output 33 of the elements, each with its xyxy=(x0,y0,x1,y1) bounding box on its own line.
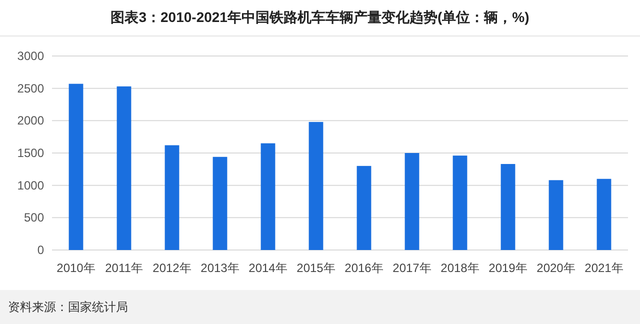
x-tick-label: 2012年 xyxy=(152,261,192,275)
bar xyxy=(260,143,276,250)
x-tick-label: 2021年 xyxy=(584,261,624,275)
bar xyxy=(404,153,420,250)
y-tick-label: 0 xyxy=(37,243,44,257)
bar xyxy=(212,156,228,250)
text: 资料来源：国家统计局 xyxy=(8,300,128,314)
x-tick-label: 2010年 xyxy=(56,261,96,275)
y-tick-label: 1000 xyxy=(17,178,44,192)
bar xyxy=(500,164,516,250)
bar xyxy=(452,156,468,250)
bar xyxy=(116,86,132,250)
y-tick-label: 3000 xyxy=(17,49,44,63)
y-tick-label: 500 xyxy=(24,210,44,225)
x-tick-label: 2016年 xyxy=(344,261,384,275)
x-tick-label: 2013年 xyxy=(200,261,240,275)
bar xyxy=(548,180,564,250)
x-tick-label: 2017年 xyxy=(392,261,432,275)
bar xyxy=(596,178,612,250)
y-tick-label: 1500 xyxy=(17,146,44,160)
bar xyxy=(68,84,84,250)
bar xyxy=(164,145,180,250)
bar xyxy=(308,122,324,250)
x-tick-label: 2014年 xyxy=(248,261,288,275)
bar xyxy=(356,166,372,250)
y-tick-label: 2500 xyxy=(17,81,44,96)
x-tick-label: 2019年 xyxy=(488,261,528,275)
x-tick-label: 2020年 xyxy=(536,261,576,275)
x-tick-label: 2015年 xyxy=(296,261,336,275)
x-tick-label: 2011年 xyxy=(105,261,143,275)
y-tick-label: 2000 xyxy=(17,114,44,128)
x-tick-label: 2018年 xyxy=(440,261,480,275)
chart-title: 图表3：2010-2021年中国铁路机车车辆产量变化趋势(单位：辆，%) xyxy=(110,9,530,25)
